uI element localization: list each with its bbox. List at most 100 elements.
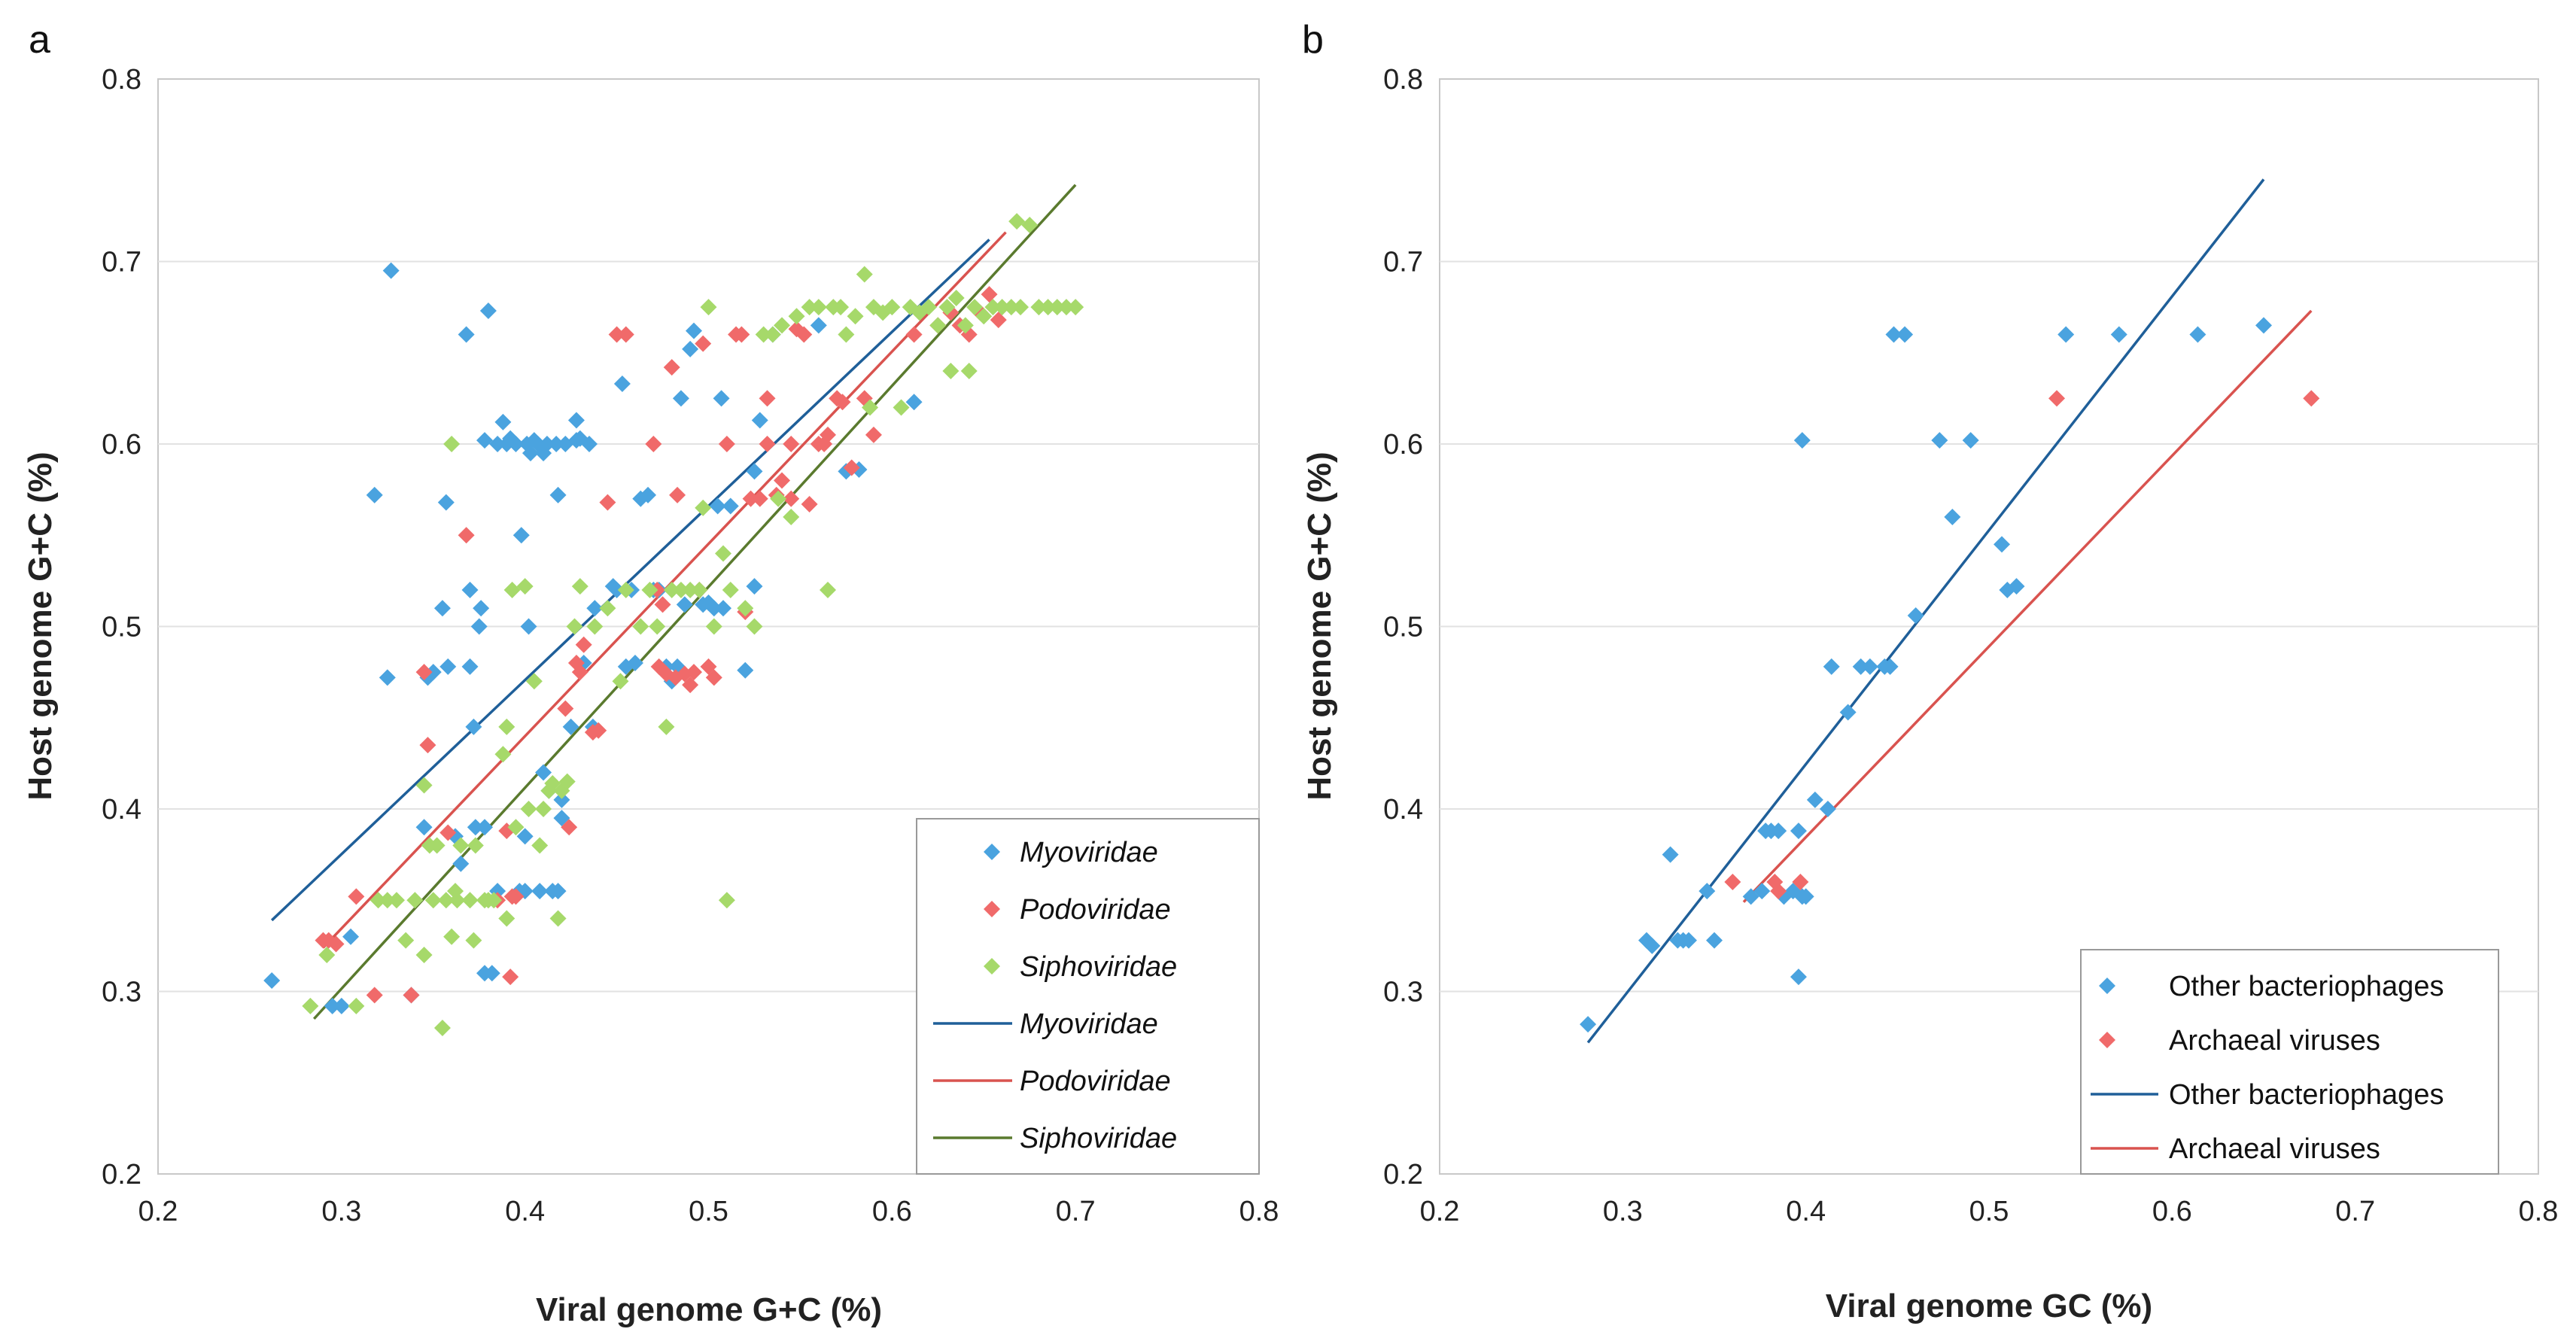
y-tick-label: 0.7 xyxy=(1383,247,1423,278)
legend-label: Other bacteriophages xyxy=(2169,1079,2444,1111)
data-point xyxy=(558,773,576,790)
legend-label: Siphoviridae xyxy=(1020,1123,1177,1154)
data-point xyxy=(641,582,658,598)
data-point xyxy=(783,490,800,507)
data-point xyxy=(2189,326,2206,343)
y-tick-label: 0.8 xyxy=(102,64,141,96)
legend-label: Podoviridae xyxy=(1020,894,1171,926)
data-point xyxy=(1021,217,1039,233)
data-point xyxy=(705,669,722,686)
legend-b: Other bacteriophages Archaeal viruses Othe… xyxy=(2080,949,2499,1175)
data-point xyxy=(467,819,484,836)
y-tick-label: 0.4 xyxy=(1383,794,1423,826)
data-point xyxy=(947,290,965,306)
data-point xyxy=(366,987,383,1004)
data-point xyxy=(685,664,702,681)
legend-marker xyxy=(984,844,1000,860)
panel-b: b 0.2 0.3 0.4 0.5 0.6 0.7 0.8 0.20.30.40.50.60… xyxy=(1301,18,2558,1324)
x-tick-label: 0.2 xyxy=(1420,1196,1460,1227)
data-point xyxy=(503,582,521,598)
legend-marker xyxy=(984,901,1000,917)
data-point xyxy=(461,658,479,675)
data-point xyxy=(990,312,1007,329)
data-point xyxy=(382,262,400,279)
data-point xyxy=(458,527,475,544)
data-point xyxy=(733,326,750,343)
data-point xyxy=(419,737,436,754)
data-point xyxy=(476,819,494,836)
data-point xyxy=(452,837,470,854)
y-axis-title-b: Host genome G+C (%) xyxy=(1301,452,1338,800)
x-axis-title-b: Viral genome GC (%) xyxy=(1826,1288,2152,1324)
data-point xyxy=(966,299,984,316)
data-point xyxy=(1012,299,1029,316)
data-point xyxy=(379,669,396,686)
data-point xyxy=(722,582,739,598)
legend-label: Podoviridae xyxy=(1020,1066,1171,1097)
trendline xyxy=(312,184,1077,1020)
data-point xyxy=(415,777,433,794)
legend-label: Myoviridae xyxy=(1020,837,1158,868)
legend-marker xyxy=(2099,978,2115,994)
data-point xyxy=(774,472,791,489)
data-point xyxy=(525,673,543,690)
data-point xyxy=(715,600,732,617)
data-point xyxy=(856,266,873,283)
data-point xyxy=(695,499,712,516)
data-point xyxy=(366,486,383,503)
trendline xyxy=(1742,309,2313,903)
data-point xyxy=(1793,432,1811,449)
x-tick-labels-b: 0.2 0.3 0.4 0.5 0.6 0.7 0.8 xyxy=(1420,1196,2559,1227)
x-tick-label: 0.7 xyxy=(2335,1196,2375,1227)
data-point xyxy=(682,677,699,694)
data-point xyxy=(884,299,901,316)
data-point xyxy=(498,718,516,735)
data-point xyxy=(507,888,525,905)
data-point xyxy=(465,718,482,735)
data-point xyxy=(709,497,726,515)
data-point xyxy=(617,582,634,598)
data-point xyxy=(801,496,818,513)
data-point xyxy=(470,618,488,635)
data-point xyxy=(843,459,860,476)
data-point xyxy=(1030,299,1048,316)
data-point xyxy=(379,892,396,909)
data-point xyxy=(465,932,482,949)
data-point xyxy=(938,299,956,316)
data-point xyxy=(549,910,567,927)
data-point xyxy=(424,892,442,909)
data-point xyxy=(1839,704,1857,721)
data-point xyxy=(406,892,424,909)
data-point xyxy=(746,618,763,635)
data-point xyxy=(538,436,555,452)
data-point xyxy=(1770,823,1787,840)
data-point xyxy=(443,436,461,452)
data-point xyxy=(437,494,455,511)
data-point xyxy=(562,718,579,735)
data-point xyxy=(494,413,512,430)
data-point xyxy=(586,618,604,635)
data-point xyxy=(599,600,616,617)
data-point xyxy=(2255,317,2272,334)
data-point xyxy=(1706,932,1723,949)
legend-box-b xyxy=(2080,949,2499,1175)
x-tick-label: 0.8 xyxy=(2519,1196,2559,1227)
data-point xyxy=(327,935,345,953)
y-tick-label: 0.4 xyxy=(102,794,141,826)
data-point xyxy=(549,486,567,503)
data-point xyxy=(535,801,552,817)
data-point xyxy=(905,326,923,343)
x-tick-label: 0.3 xyxy=(321,1196,361,1227)
data-point xyxy=(682,340,699,357)
data-point xyxy=(507,819,525,836)
x-tick-label: 0.6 xyxy=(872,1196,912,1227)
legend-marker xyxy=(984,958,1000,975)
data-point xyxy=(1819,801,1836,817)
data-point xyxy=(1790,823,1807,840)
data-point xyxy=(640,486,657,503)
data-point xyxy=(437,892,455,909)
data-point xyxy=(834,394,851,411)
y-tick-label: 0.3 xyxy=(1383,977,1423,1008)
data-point xyxy=(742,490,759,507)
data-point xyxy=(705,600,722,617)
